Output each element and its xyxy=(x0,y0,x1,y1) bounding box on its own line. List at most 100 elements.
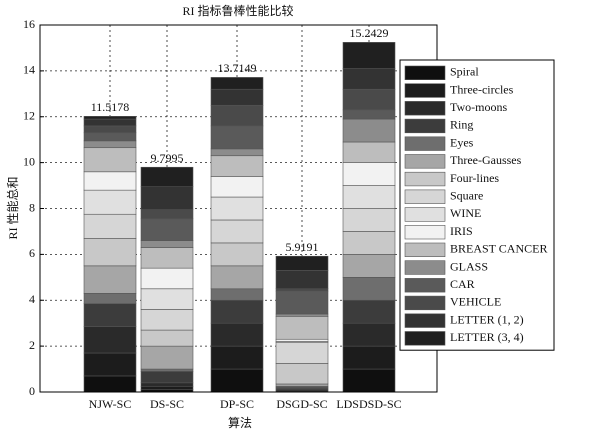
y-tick-label: 10 xyxy=(23,154,35,168)
legend-label: Spiral xyxy=(450,65,479,79)
bar-segment xyxy=(342,345,396,370)
bar-segment xyxy=(140,371,194,384)
bar-segment xyxy=(210,219,264,244)
bar-segment xyxy=(210,88,264,106)
legend-label: Two-moons xyxy=(450,100,507,114)
total-label: 9.7995 xyxy=(151,151,184,165)
bar-segment xyxy=(140,209,194,220)
y-tick-label: 6 xyxy=(29,246,35,260)
legend-label: Ring xyxy=(450,118,473,132)
bar-segment xyxy=(140,385,194,391)
bar-segment xyxy=(83,265,137,294)
bar-segment xyxy=(210,345,264,370)
bar-segment xyxy=(275,316,329,340)
legend-label: Three-Gausses xyxy=(450,153,522,167)
bar-segment xyxy=(342,231,396,255)
legend-swatch xyxy=(404,331,446,346)
bar-segment xyxy=(342,162,396,186)
legend-swatch xyxy=(404,154,446,169)
bar-segment xyxy=(83,189,137,215)
bar-segment xyxy=(342,141,396,163)
bar-segment xyxy=(210,288,264,301)
legend-swatch xyxy=(404,260,446,275)
bar-segment xyxy=(210,125,264,150)
bar-segment xyxy=(210,148,264,157)
bar-segment xyxy=(342,118,396,143)
y-tick-label: 16 xyxy=(23,17,35,31)
bar-segment xyxy=(342,68,396,90)
bar-segment xyxy=(342,322,396,347)
bar-segment xyxy=(140,247,194,269)
legend-label: LETTER (3, 4) xyxy=(450,330,524,344)
legend-swatch xyxy=(404,313,446,328)
legend-swatch xyxy=(404,242,446,257)
bar-segment xyxy=(83,125,137,134)
bar-segment xyxy=(83,375,137,393)
legend-label: IRIS xyxy=(450,224,473,238)
x-tick-label: NJW-SC xyxy=(89,397,132,411)
bar-segment xyxy=(83,303,137,327)
legend-label: VEHICLE xyxy=(450,295,501,309)
x-tick-label: DSGD-SC xyxy=(276,397,327,411)
bar-segment xyxy=(210,77,264,90)
bar-segment xyxy=(342,42,396,69)
bar-segment xyxy=(140,382,194,387)
bar-segment xyxy=(342,88,396,111)
legend-swatch xyxy=(404,101,446,116)
legend-label: CAR xyxy=(450,277,475,291)
bar-segment xyxy=(210,242,264,267)
bar-segment xyxy=(83,118,137,127)
bar-segment xyxy=(83,238,137,267)
bar-segment xyxy=(342,299,396,324)
bar-segment xyxy=(275,342,329,364)
bar-segment xyxy=(83,293,137,304)
y-tick-label: 4 xyxy=(29,292,35,306)
y-tick-label: 14 xyxy=(23,63,35,77)
bar-segment xyxy=(140,267,194,290)
y-tick-label: 8 xyxy=(29,200,35,214)
bar-segment xyxy=(275,363,329,385)
chart-title: RI 指标鲁棒性能比较 xyxy=(182,3,293,18)
bar-segment xyxy=(83,140,137,149)
bar-segment xyxy=(210,155,264,177)
bar-segment xyxy=(83,326,137,354)
bar-segment xyxy=(210,322,264,347)
legend-label: LETTER (1, 2) xyxy=(450,312,524,326)
bar-segment xyxy=(210,299,264,324)
bar-segment xyxy=(83,352,137,377)
bar-segment xyxy=(275,288,329,292)
legend-label: GLASS xyxy=(450,259,488,273)
bar-segment xyxy=(83,213,137,239)
y-tick-label: 12 xyxy=(23,109,35,123)
legend-swatch xyxy=(404,65,446,80)
y-axis-label: RI 性能总和 xyxy=(6,176,20,239)
legend-label: Eyes xyxy=(450,135,474,149)
legend-swatch xyxy=(404,83,446,98)
bar-segment xyxy=(275,338,329,342)
legend-label: Four-lines xyxy=(450,171,499,185)
legend-swatch xyxy=(404,171,446,187)
bar-segment xyxy=(83,132,137,142)
bar-segment xyxy=(140,166,194,188)
legend-swatch xyxy=(404,278,446,293)
x-axis-label: 算法 xyxy=(228,415,252,430)
bar-segment xyxy=(140,240,194,248)
bar-segment xyxy=(140,218,194,241)
bar-segment xyxy=(275,255,329,271)
bar-segment xyxy=(83,147,137,173)
bar-segment xyxy=(342,208,396,232)
bar-segment xyxy=(342,109,396,120)
total-label: 13.7149 xyxy=(218,61,257,75)
bar-segment xyxy=(210,196,264,221)
bar-segment xyxy=(210,265,264,290)
bar-segment xyxy=(275,270,329,290)
x-tick-label: DS-SC xyxy=(150,397,184,411)
bar-segment xyxy=(140,186,194,210)
legend-label: Square xyxy=(450,189,483,203)
y-tick-label: 2 xyxy=(29,338,35,352)
bar-segment xyxy=(140,329,194,347)
bar-segment xyxy=(342,185,396,209)
legend-swatch xyxy=(404,295,446,311)
bar-segment xyxy=(342,368,396,393)
